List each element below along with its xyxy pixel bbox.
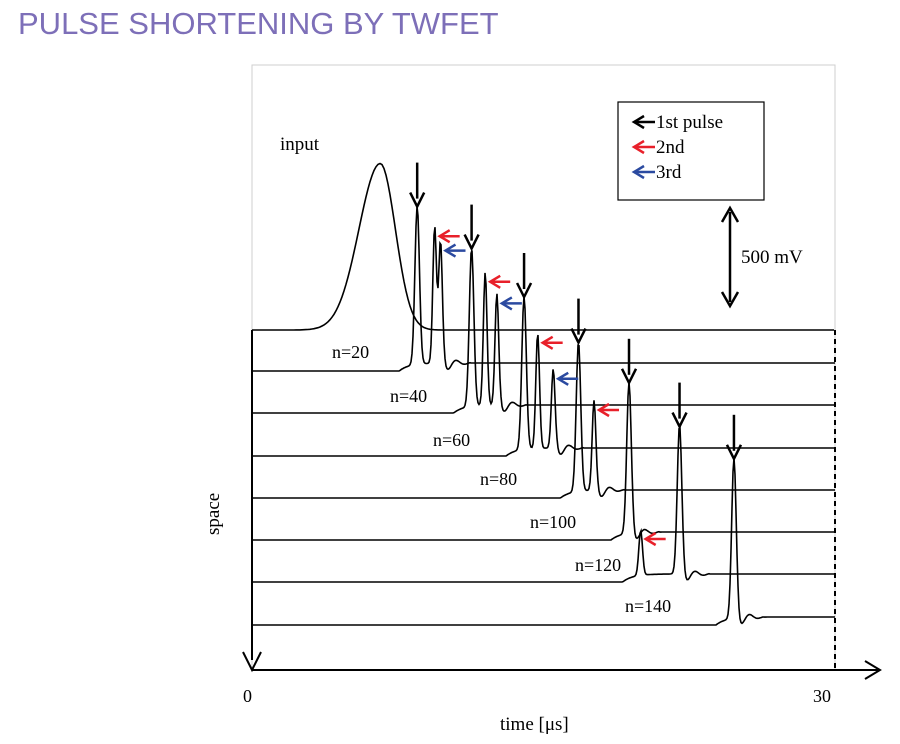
x-tick-0: 0 <box>243 686 252 706</box>
trace-n-100 <box>252 382 835 541</box>
first-pulse-arrow <box>409 162 426 210</box>
legend-entry: 3rd <box>631 162 682 183</box>
trace-n-120 <box>252 426 835 583</box>
legend-label: 1st pulse <box>656 112 723 133</box>
second-pulse-arrow <box>596 402 620 418</box>
scale-bar: 500 mV <box>720 205 803 309</box>
first-pulse-arrow <box>671 382 688 430</box>
legend-label: 2nd <box>656 137 685 158</box>
legend-entry: 1st pulse <box>631 112 723 133</box>
traces-group <box>252 162 835 626</box>
scale-bar-label: 500 mV <box>741 247 803 268</box>
first-pulse-arrow <box>570 298 587 346</box>
second-pulse-arrow <box>643 531 666 547</box>
trace-n-80 <box>252 344 835 499</box>
trace-n-40 <box>252 250 835 414</box>
legend-label: 3rd <box>656 162 682 183</box>
third-pulse-arrow <box>499 296 522 311</box>
second-pulse-arrow <box>487 274 511 289</box>
second-pulse-arrow <box>540 335 563 350</box>
third-pulse-arrow <box>555 371 579 386</box>
series-label-n-140: n=140 <box>625 596 671 616</box>
trace-n-20 <box>252 206 835 372</box>
trace-n-60 <box>252 296 835 457</box>
series-label-n-40: n=40 <box>390 386 427 406</box>
series-labels-group: n=20 n=40 n=60 n=80 n=100 n=120 n=140 <box>332 342 671 616</box>
first-pulse-arrow <box>515 253 533 300</box>
legend: 1st pulse 2nd 3rd <box>617 101 765 201</box>
time-axis-arrowhead <box>864 660 882 680</box>
trace-n-140 <box>252 458 835 626</box>
markers-group <box>409 162 743 547</box>
first-pulse-arrow <box>725 414 743 462</box>
series-label-n-100: n=100 <box>530 512 576 532</box>
scale-bar-bottom-head <box>720 291 740 309</box>
series-label-n-20: n=20 <box>332 342 369 362</box>
x-tick-30: 30 <box>813 686 831 706</box>
series-label-n-60: n=60 <box>433 430 470 450</box>
third-pulse-arrow <box>443 243 466 258</box>
first-pulse-arrow <box>620 338 638 386</box>
series-label-n-80: n=80 <box>480 469 517 489</box>
page-title: PULSE SHORTENING BY TWFET <box>18 6 499 41</box>
legend-entry: 2nd <box>631 137 685 158</box>
y-axis-label: space <box>203 493 224 535</box>
second-pulse-arrow <box>437 229 460 244</box>
input-label: input <box>280 134 320 155</box>
first-pulse-arrow <box>463 204 480 252</box>
series-label-n-120: n=120 <box>575 555 621 575</box>
scale-bar-top-head <box>720 205 740 223</box>
input-pulse-trace <box>252 162 834 331</box>
x-axis-label: time [μs] <box>500 714 569 735</box>
